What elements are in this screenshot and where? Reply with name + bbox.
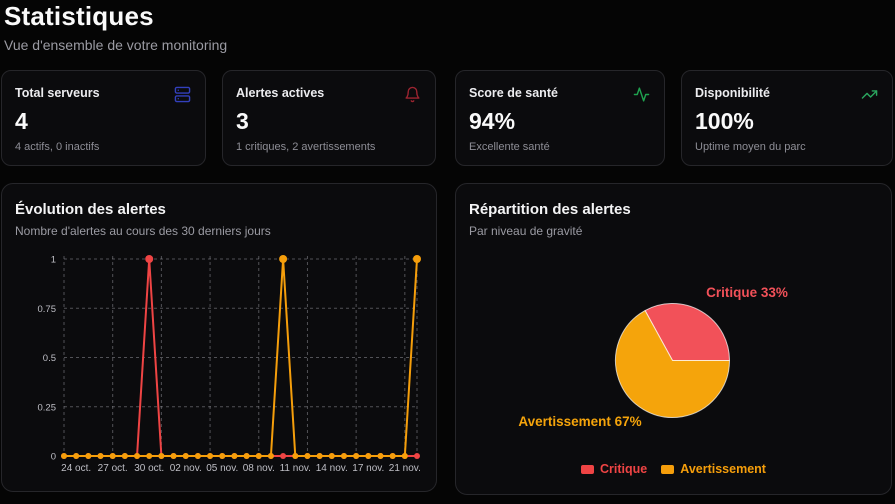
svg-text:17 nov.: 17 nov. xyxy=(352,463,384,474)
stat-card-value: 100% xyxy=(695,108,754,134)
svg-text:05 nov.: 05 nov. xyxy=(206,463,238,474)
panel-subtitle: Nombre d'alertes au cours des 30 dernier… xyxy=(15,224,271,238)
page-title: Statistiques xyxy=(4,1,154,31)
stat-card-value: 3 xyxy=(236,108,249,134)
panel-title: Évolution des alertes xyxy=(15,201,166,218)
server-icon xyxy=(174,86,191,103)
svg-text:27 oct.: 27 oct. xyxy=(98,463,128,474)
avertissement-swatch-icon xyxy=(661,464,675,474)
svg-text:24 oct.: 24 oct. xyxy=(61,463,91,474)
svg-text:21 nov.: 21 nov. xyxy=(389,463,421,474)
stat-card-description: 4 actifs, 0 inactifs xyxy=(15,141,100,153)
stat-card-total-servers: Total serveurs 4 4 actifs, 0 inactifs xyxy=(1,70,206,166)
stat-card-active-alerts: Alertes actives 3 1 critiques, 2 avertis… xyxy=(222,70,436,166)
panel-subtitle: Par niveau de gravité xyxy=(469,224,583,238)
svg-text:30 oct.: 30 oct. xyxy=(134,463,164,474)
alerts-line-chart[interactable]: 0 0.25 0.5 0.75 1 24 oct. 27 oct. 30 oct. 02 nov… xyxy=(2,246,438,486)
stat-card-description: Excellente santé xyxy=(469,141,550,153)
svg-text:Avertissement 67%: Avertissement 67% xyxy=(518,414,641,429)
svg-text:11 nov.: 11 nov. xyxy=(280,463,311,474)
stat-card-health-score: Score de santé 94% Excellente santé xyxy=(455,70,665,166)
alerts-distribution-panel: Répartition des alertes Par niveau de gr… xyxy=(455,183,892,495)
page-subtitle: Vue d'ensemble de votre monitoring xyxy=(4,37,228,53)
legend-label: Critique xyxy=(600,462,648,476)
svg-text:0.25: 0.25 xyxy=(38,402,57,413)
critique-swatch-icon xyxy=(581,464,595,474)
svg-text:02 nov.: 02 nov. xyxy=(170,463,202,474)
activity-icon xyxy=(633,86,650,103)
stat-card-label: Score de santé xyxy=(469,86,558,100)
svg-text:0: 0 xyxy=(51,452,56,463)
svg-text:0.5: 0.5 xyxy=(43,353,56,364)
stat-card-value: 94% xyxy=(469,108,516,134)
bell-icon xyxy=(404,86,421,103)
stat-card-availability: Disponibilité 100% Uptime moyen du parc xyxy=(681,70,893,166)
stat-card-description: 1 critiques, 2 avertissements xyxy=(236,141,376,153)
stat-card-value: 4 xyxy=(15,108,28,134)
trending-up-icon xyxy=(861,86,878,103)
stat-card-label: Total serveurs xyxy=(15,86,100,100)
legend-label: Avertissement xyxy=(680,462,766,476)
legend-item-critique[interactable]: Critique xyxy=(581,462,647,476)
svg-text:14 nov.: 14 nov. xyxy=(316,463,348,474)
panel-title: Répartition des alertes xyxy=(469,201,631,218)
alerts-pie-chart[interactable]: Critique 33% Avertissement 67% xyxy=(456,184,893,454)
svg-text:08 nov.: 08 nov. xyxy=(243,463,275,474)
stat-card-label: Alertes actives xyxy=(236,86,325,100)
stat-card-label: Disponibilité xyxy=(695,86,770,100)
alerts-evolution-panel: Évolution des alertes Nombre d'alertes a… xyxy=(1,183,437,492)
svg-text:0.75: 0.75 xyxy=(38,304,57,315)
stat-card-description: Uptime moyen du parc xyxy=(695,141,806,153)
pie-legend: Critique Avertissement xyxy=(456,462,891,476)
svg-text:1: 1 xyxy=(51,255,56,266)
svg-text:Critique 33%: Critique 33% xyxy=(706,285,788,300)
legend-item-avertissement[interactable]: Avertissement xyxy=(661,462,766,476)
